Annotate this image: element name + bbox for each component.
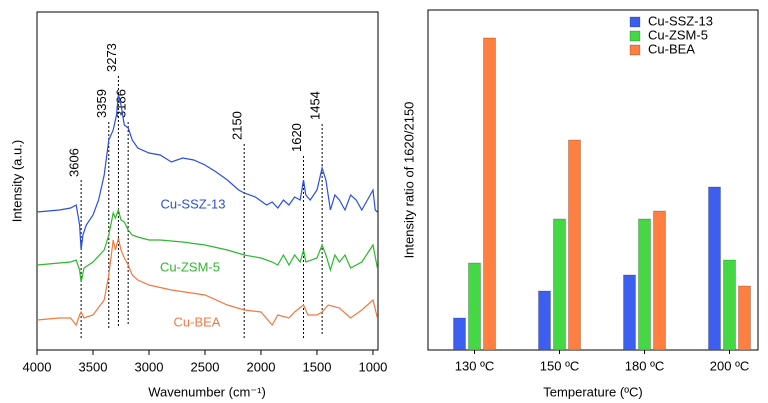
x-axis-label: Wavenumber (cm⁻¹) bbox=[148, 384, 266, 399]
bar bbox=[453, 317, 466, 351]
x-tick-label: 180 ºC bbox=[625, 358, 664, 373]
legend-swatch bbox=[629, 30, 641, 42]
bar bbox=[723, 259, 736, 351]
y-axis-label: Intensity ratio of 1620/2150 bbox=[401, 102, 416, 259]
x-tick-label: 2500 bbox=[191, 359, 220, 374]
bar bbox=[483, 37, 496, 351]
series-label: Cu-BEA bbox=[174, 314, 221, 329]
annotation-label: 3273 bbox=[104, 43, 119, 72]
legend-label: Cu-BEA bbox=[648, 41, 695, 56]
annotation-label: 2150 bbox=[230, 111, 245, 140]
x-tick-label: 3500 bbox=[79, 359, 108, 374]
x-tick-label: 150 ºC bbox=[540, 358, 579, 373]
bar bbox=[568, 139, 581, 351]
annotation-label: 1620 bbox=[289, 123, 304, 152]
legend-swatch bbox=[629, 16, 641, 28]
x-tick-label: 3000 bbox=[135, 359, 164, 374]
annotation-label: 1454 bbox=[308, 91, 323, 120]
bar bbox=[738, 285, 751, 351]
bar bbox=[468, 262, 481, 351]
x-tick-label: 1000 bbox=[358, 359, 387, 374]
legend-label: Cu-SSZ-13 bbox=[648, 13, 713, 28]
right-plot-frame bbox=[427, 9, 759, 351]
series-label: Cu-SSZ-13 bbox=[160, 196, 225, 211]
x-tick-label: 200 ºC bbox=[710, 358, 749, 373]
spectrum bbox=[36, 94, 378, 251]
legend-label: Cu-ZSM-5 bbox=[648, 27, 708, 42]
spectrum bbox=[36, 237, 378, 327]
annotation-label: 3359 bbox=[94, 89, 109, 118]
bar bbox=[553, 218, 566, 351]
annotation-label: 3606 bbox=[67, 148, 82, 177]
x-axis-label: Temperature (ºC) bbox=[543, 384, 642, 399]
x-tick-label: 130 ºC bbox=[455, 358, 494, 373]
x-tick-label: 1500 bbox=[303, 359, 332, 374]
bar bbox=[653, 210, 666, 351]
spectrum bbox=[36, 208, 378, 283]
y-axis-label: Intensity (a.u.) bbox=[9, 140, 24, 222]
series-label: Cu-ZSM-5 bbox=[160, 259, 220, 274]
legend-swatch bbox=[629, 44, 641, 56]
left-plot-frame bbox=[36, 11, 379, 351]
bar bbox=[623, 274, 636, 351]
x-tick-label: 4000 bbox=[23, 359, 52, 374]
bar bbox=[538, 290, 551, 351]
bar bbox=[708, 186, 721, 351]
bar bbox=[638, 218, 651, 351]
x-tick-label: 2000 bbox=[247, 359, 276, 374]
